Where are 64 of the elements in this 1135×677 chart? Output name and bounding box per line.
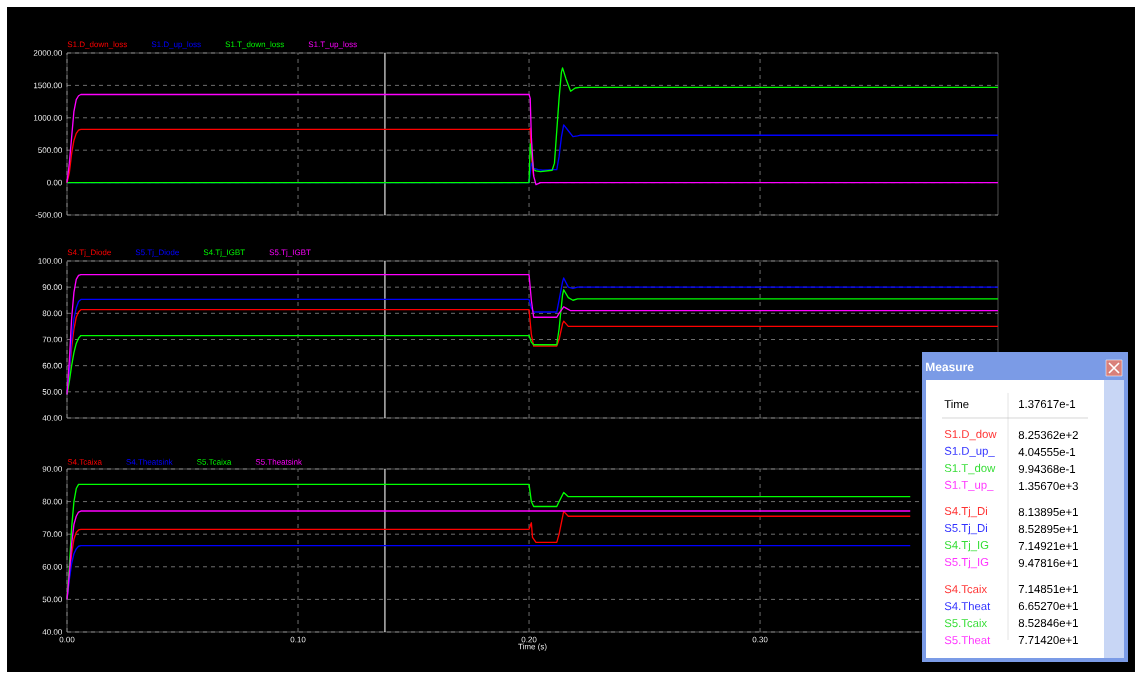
text: 1.35670e+3 <box>1019 481 1078 490</box>
text: 1.37617e-1 <box>1019 399 1076 408</box>
category-label: Time <box>944 399 969 409</box>
x-tick-label: 0.30 <box>752 636 768 643</box>
text: 4.04555e-1 <box>1018 447 1076 456</box>
text: S1.D_up_loss <box>151 41 201 49</box>
text: S4.Tj_IGBT <box>203 249 245 257</box>
y-tick-label: -500.00 <box>35 212 62 218</box>
y-tick-label: 40.00 <box>42 415 62 421</box>
text: S5.Tj_Diode <box>135 249 179 257</box>
category-label: S5.Tcaix <box>944 618 987 628</box>
y-tick-label: 1000.00 <box>33 114 62 121</box>
text: 6.65270e+1 <box>1018 601 1078 610</box>
x-tick-label: 0.20 <box>521 636 537 643</box>
y-tick-label: 60.00 <box>42 362 62 369</box>
text: 7.14851e+1 <box>1018 584 1078 593</box>
category-label: S5.Tj_IG <box>944 557 989 569</box>
text: Measure <box>926 362 974 372</box>
text: S5.Tj_IGBT <box>269 249 311 257</box>
text: 9.94368e-1 <box>1018 464 1076 473</box>
category-label: S4.Tj_Di <box>944 506 987 518</box>
x-tick-label: 0.10 <box>290 636 306 643</box>
y-tick-label: 2000.00 <box>33 50 62 56</box>
text: S4.Tcaixa <box>67 458 102 465</box>
category-label: S5.Theat <box>944 635 991 645</box>
category-label: S5.Tj_Di <box>944 523 987 535</box>
text: 8.52846e+1 <box>1018 618 1078 627</box>
y-tick-label: 40.00 <box>42 629 62 635</box>
y-tick-label: 50.00 <box>42 388 62 395</box>
text: 8.25362e+2 <box>1018 430 1078 439</box>
text: 7.14921e+1 <box>1018 541 1078 550</box>
y-tick-label: 90.00 <box>42 284 62 290</box>
y-tick-label: 80.00 <box>42 310 62 317</box>
y-tick-label: 60.00 <box>42 563 62 570</box>
category-label: S4.Theat <box>944 601 991 611</box>
y-tick-label: 70.00 <box>42 531 62 538</box>
category-label: S1.T_dow <box>944 463 996 475</box>
y-tick-label: 1500.00 <box>33 82 62 89</box>
y-tick-label: 500.00 <box>38 147 62 154</box>
category-label: S1.D_dow <box>944 429 997 441</box>
line-series <box>66 67 999 184</box>
category-label: S4.Tj_IG <box>944 540 989 552</box>
y-tick-label: 90.00 <box>42 466 62 472</box>
y-tick-label: 50.00 <box>42 596 62 603</box>
text: S4.Theatsink <box>126 458 173 465</box>
text: S5.Theatsink <box>255 458 303 465</box>
y-tick-label: 0.00 <box>47 179 62 186</box>
category-label: S1.D_up_ <box>944 446 995 458</box>
text: S1.D_down_loss <box>67 41 128 49</box>
text: 7.71420e+1 <box>1018 635 1078 644</box>
category-label: S1.T_up_ <box>944 480 994 492</box>
text: S4.Tj_Diode <box>67 249 111 257</box>
text: 8.52895e+1 <box>1018 524 1078 533</box>
text: 9.47816e+1 <box>1018 558 1078 567</box>
text: 8.13895e+1 <box>1018 507 1078 516</box>
category-label: S4.Tcaix <box>944 584 987 594</box>
x-tick-label: 0.00 <box>59 636 75 643</box>
y-tick-label: 70.00 <box>42 336 62 343</box>
x-axis-title: Time (s) <box>518 643 547 651</box>
text: S1.T_up_loss <box>308 41 357 49</box>
y-tick-label: 80.00 <box>42 498 62 505</box>
text: S5.Tcaixa <box>197 458 232 465</box>
text: S1.T_down_loss <box>225 41 284 49</box>
y-tick-label: 100.00 <box>38 258 62 264</box>
